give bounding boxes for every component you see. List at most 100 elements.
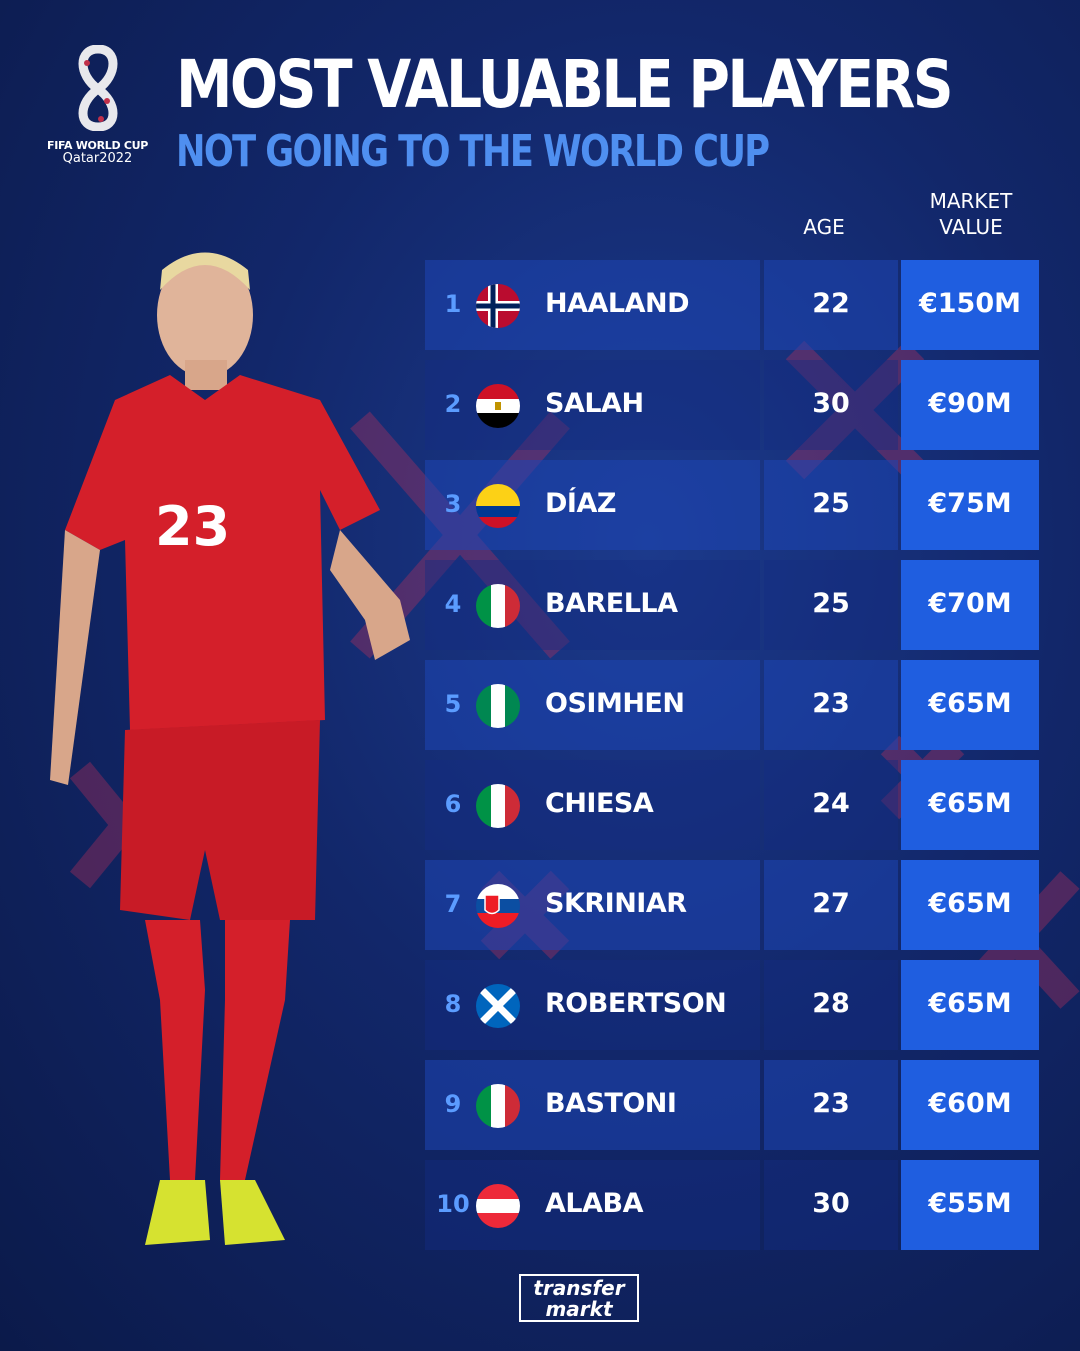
age-cell: 27 (764, 860, 898, 950)
player-cell: 6 CHIESA (425, 760, 760, 850)
market-value: €150M (918, 288, 1021, 319)
value-cell: €90M (901, 360, 1039, 450)
value-cell: €60M (901, 1060, 1039, 1150)
logo-text: FIFA WORLD CUP (47, 139, 148, 152)
table-row: 3 DÍAZ 25 €75M (425, 460, 1039, 550)
value-cell: €65M (901, 960, 1039, 1050)
shirt-number: 23 (155, 495, 230, 558)
market-value: €55M (928, 1188, 1012, 1219)
value-cell: €65M (901, 860, 1039, 950)
rank: 1 (444, 290, 462, 318)
egypt-flag-icon (476, 384, 520, 428)
market-value: €65M (928, 688, 1012, 719)
age-cell: 24 (764, 760, 898, 850)
age-cell: 30 (764, 360, 898, 450)
market-value: €60M (928, 1088, 1012, 1119)
player-age: 24 (812, 788, 850, 819)
player-cell: 5 OSIMHEN (425, 660, 760, 750)
age-cell: 28 (764, 960, 898, 1050)
norway-flag-icon (476, 284, 520, 328)
logo-text: transfer (533, 1276, 625, 1300)
player-name: SKRINIAR (545, 888, 687, 919)
slovakia-flag-icon (476, 884, 520, 928)
age-cell: 25 (764, 460, 898, 550)
market-value: €65M (928, 888, 1012, 919)
value-cell: €65M (901, 660, 1039, 750)
player-name: ALABA (545, 1188, 643, 1219)
table-row: 8 ROBERTSON 28 €65M (425, 960, 1039, 1050)
player-age: 25 (812, 588, 850, 619)
table-row: 4 BARELLA 25 €70M (425, 560, 1039, 650)
player-cell: 1 HAALAND (425, 260, 760, 350)
player-age: 25 (812, 488, 850, 519)
age-cell: 23 (764, 660, 898, 750)
rank: 2 (444, 390, 462, 418)
player-name: OSIMHEN (545, 688, 685, 719)
player-cell: 10 ALABA (425, 1160, 760, 1250)
table-row: 6 CHIESA 24 €65M (425, 760, 1039, 850)
rank: 10 (436, 1190, 470, 1218)
value-cell: €75M (901, 460, 1039, 550)
player-cell: 7 SKRINIAR (425, 860, 760, 950)
italy-flag-icon (476, 1084, 520, 1128)
header-line: VALUE (939, 215, 1003, 239)
player-image: 23 (50, 252, 410, 1245)
player-name: DÍAZ (545, 488, 616, 519)
fifa-world-cup-logo: FIFA WORLD CUP Qatar2022 (40, 44, 155, 166)
market-value: €75M (928, 488, 1012, 519)
age-cell: 23 (764, 1060, 898, 1150)
page-title: MOST VALUABLE PLAYERS (176, 46, 954, 123)
rank: 8 (444, 990, 462, 1018)
colombia-flag-icon (476, 484, 520, 528)
italy-flag-icon (476, 784, 520, 828)
rank: 3 (444, 490, 462, 518)
rank: 5 (444, 690, 462, 718)
page-subtitle: NOT GOING TO THE WORLD CUP (176, 126, 770, 177)
rank: 9 (444, 1090, 462, 1118)
header-line: MARKET (929, 189, 1013, 213)
player-name: SALAH (545, 388, 644, 419)
player-cell: 2 SALAH (425, 360, 760, 450)
player-age: 22 (812, 288, 850, 319)
player-age: 23 (812, 688, 850, 719)
logo-text: markt (545, 1297, 613, 1321)
player-age: 30 (812, 1188, 850, 1219)
world-cup-trophy-icon (78, 44, 117, 132)
player-cell: 3 DÍAZ (425, 460, 760, 550)
nigeria-flag-icon (476, 684, 520, 728)
austria-flag-icon (476, 1184, 520, 1228)
player-age: 27 (812, 888, 850, 919)
italy-flag-icon (476, 584, 520, 628)
age-cell: 25 (764, 560, 898, 650)
value-cell: €150M (901, 260, 1039, 350)
value-cell: €70M (901, 560, 1039, 650)
table-row: 5 OSIMHEN 23 €65M (425, 660, 1039, 750)
player-name: ROBERTSON (545, 988, 727, 1019)
market-value: €70M (928, 588, 1012, 619)
rank: 4 (444, 590, 462, 618)
age-header: AGE (803, 215, 845, 239)
age-cell: 22 (764, 260, 898, 350)
table-row: 9 BASTONI 23 €60M (425, 1060, 1039, 1150)
player-name: BASTONI (545, 1088, 677, 1119)
rank: 7 (444, 890, 462, 918)
player-name: HAALAND (545, 288, 690, 319)
table-row: 7 SKRINIAR 27 €65M (425, 860, 1039, 950)
player-name: BARELLA (545, 588, 678, 619)
market-value: €65M (928, 988, 1012, 1019)
market-value: €65M (928, 788, 1012, 819)
age-cell: 30 (764, 1160, 898, 1250)
player-name: CHIESA (545, 788, 654, 819)
table-row: 2 SALAH 30 €90M (425, 360, 1039, 450)
player-cell: 8 ROBERTSON (425, 960, 760, 1050)
rank: 6 (444, 790, 462, 818)
player-cell: 4 BARELLA (425, 560, 760, 650)
market-value: €90M (928, 388, 1012, 419)
table-row: 1 HAALAND 22 €150M (425, 260, 1039, 350)
scotland-flag-icon (476, 984, 520, 1028)
value-cell: €55M (901, 1160, 1039, 1250)
player-age: 30 (812, 388, 850, 419)
player-cell: 9 BASTONI (425, 1060, 760, 1150)
market-value-header: MARKET VALUE (910, 188, 1032, 240)
logo-subtext: Qatar2022 (62, 151, 133, 166)
